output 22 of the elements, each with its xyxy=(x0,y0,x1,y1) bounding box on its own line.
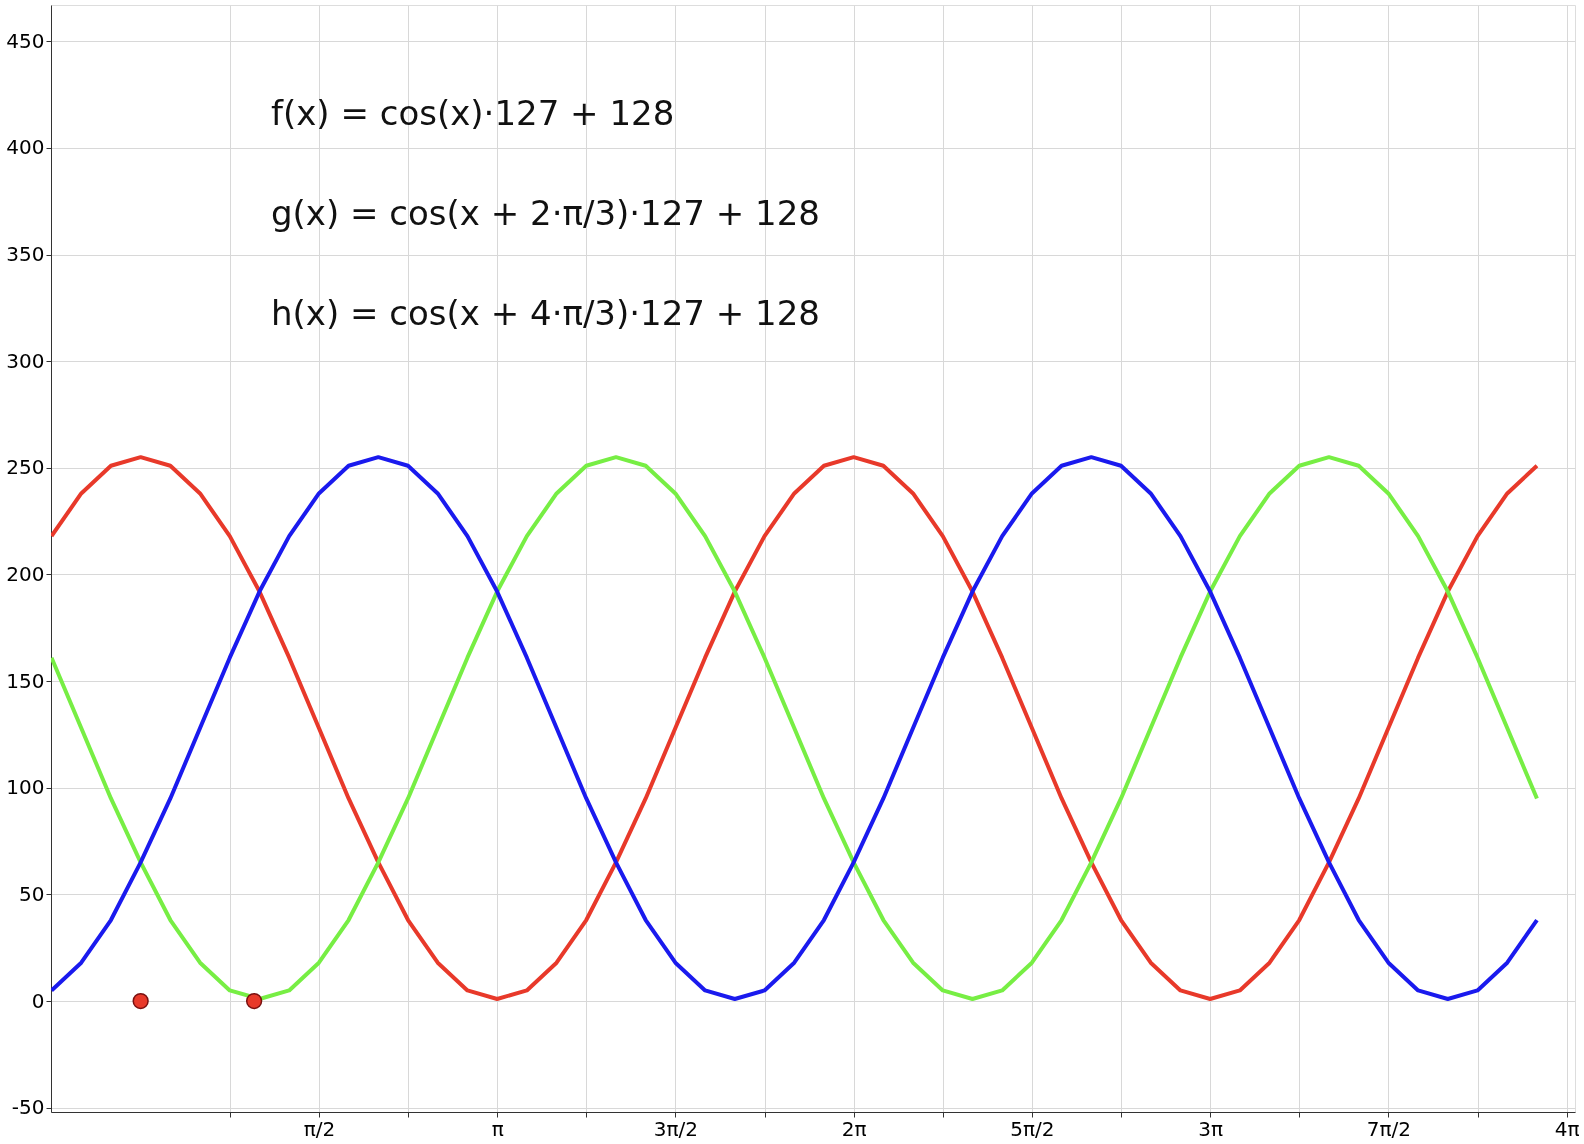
x-tick-label: 7π/2 xyxy=(1366,1116,1412,1141)
x-tick-label: π/2 xyxy=(303,1116,336,1141)
y-tick-label: 300 xyxy=(6,348,45,373)
y-tick-label: 200 xyxy=(6,562,45,586)
x-tick-label: 4π xyxy=(1554,1116,1580,1141)
y-tick-label: 150 xyxy=(6,668,45,693)
y-tick-label: 400 xyxy=(6,135,45,160)
y-tick-label: 250 xyxy=(6,455,45,480)
x-tick-label: π xyxy=(491,1116,504,1141)
x-tick-label: 3π xyxy=(1198,1116,1224,1141)
y-tick-label: 100 xyxy=(6,775,45,800)
annotation: g(x) = cos(x + 2·π/3)·127 + 128 xyxy=(271,193,820,233)
y-tick-label: 0 xyxy=(31,988,45,1013)
x-tick-label: 3π/2 xyxy=(653,1116,699,1141)
y-tick-label: 350 xyxy=(6,242,45,267)
annotation: f(x) = cos(x)·127 + 128 xyxy=(271,93,675,133)
y-tick-label: 50 xyxy=(19,881,45,906)
x-tick-label: 2π xyxy=(841,1116,867,1141)
y-tick-label: -50 xyxy=(11,1095,45,1120)
y-tick-label: 450 xyxy=(6,28,45,53)
x-tick-label: 5π/2 xyxy=(1010,1116,1055,1141)
annotation: h(x) = cos(x + 4·π/3)·127 + 128 xyxy=(271,293,820,333)
